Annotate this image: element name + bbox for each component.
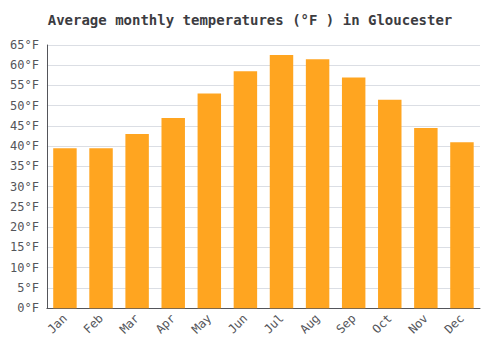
svg-text:Apr: Apr bbox=[153, 311, 178, 336]
svg-text:Average monthly temperatures (: Average monthly temperatures (°F ) in Gl… bbox=[48, 12, 453, 28]
svg-text:10°F: 10°F bbox=[10, 261, 39, 275]
svg-text:Sep: Sep bbox=[333, 311, 358, 336]
svg-text:50°F: 50°F bbox=[10, 99, 39, 113]
svg-text:May: May bbox=[189, 311, 214, 336]
svg-text:5°F: 5°F bbox=[17, 281, 39, 295]
svg-text:35°F: 35°F bbox=[10, 159, 39, 173]
svg-text:Jul: Jul bbox=[261, 311, 286, 336]
svg-text:40°F: 40°F bbox=[10, 139, 39, 153]
svg-text:Oct: Oct bbox=[370, 311, 395, 336]
svg-text:Mar: Mar bbox=[117, 311, 142, 336]
svg-text:25°F: 25°F bbox=[10, 200, 39, 214]
svg-text:0°F: 0°F bbox=[17, 301, 39, 315]
svg-text:Jan: Jan bbox=[45, 311, 70, 336]
svg-text:60°F: 60°F bbox=[10, 58, 39, 72]
svg-text:15°F: 15°F bbox=[10, 240, 39, 254]
svg-text:Feb: Feb bbox=[81, 311, 106, 336]
svg-text:20°F: 20°F bbox=[10, 220, 39, 234]
svg-text:Aug: Aug bbox=[297, 311, 322, 336]
svg-text:Jun: Jun bbox=[225, 311, 250, 336]
svg-text:45°F: 45°F bbox=[10, 119, 39, 133]
svg-text:30°F: 30°F bbox=[10, 180, 39, 194]
svg-text:Nov: Nov bbox=[406, 311, 431, 336]
svg-text:Dec: Dec bbox=[442, 311, 467, 336]
svg-text:55°F: 55°F bbox=[10, 78, 39, 92]
svg-text:65°F: 65°F bbox=[10, 38, 39, 52]
